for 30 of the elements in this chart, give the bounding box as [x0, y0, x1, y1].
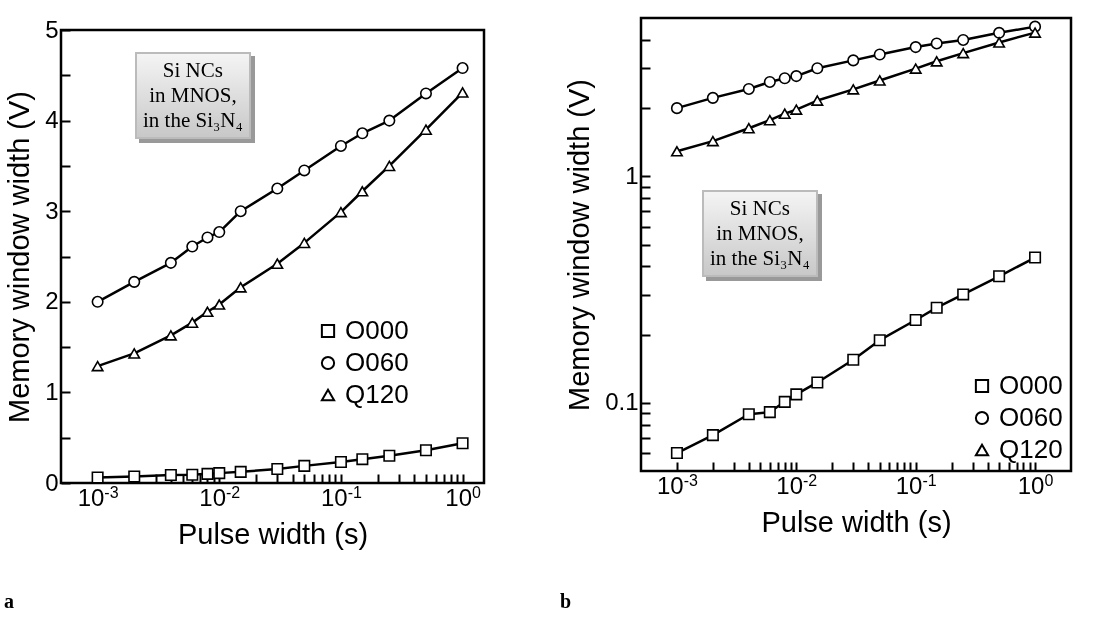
legend-label: Q120: [999, 434, 1063, 464]
legend-label: Q120: [345, 379, 409, 409]
legend-label: O060: [999, 402, 1063, 432]
y-axis-title: Memory window width (V): [3, 91, 36, 423]
y-tick-label: 5: [45, 15, 59, 43]
legend-label: O060: [345, 347, 409, 377]
x-tick-label: 10$^{-3}$: [656, 471, 698, 499]
y-tick-label: 0.1: [605, 388, 639, 416]
text: b: [560, 590, 572, 613]
x-tick-label: 10$^{-2}$: [776, 471, 818, 499]
x-tick-label: 10$^{-2}$: [199, 483, 241, 511]
legend-label: O000: [345, 315, 409, 345]
y-tick-label: 1: [45, 377, 59, 405]
y-tick-label: 0: [45, 468, 59, 496]
x-axis-title: Pulse width (s): [761, 505, 952, 538]
x-tick-label: 10$^{-1}$: [895, 471, 937, 499]
x-tick-label: 10$^{-1}$: [320, 483, 362, 511]
legend-label: O000: [999, 370, 1063, 400]
y-tick-label: 3: [45, 196, 59, 224]
annotation: Si NCs in MNOS, in the Si₃N₄: [135, 52, 251, 139]
x-axis-title: Pulse width (s): [177, 517, 369, 550]
x-tick-label: 10$^{0}$: [445, 483, 481, 511]
y-tick-label: 2: [45, 287, 59, 315]
y-axis-title: Memory window width (V): [563, 79, 596, 411]
x-tick-label: 10$^{0}$: [1017, 471, 1054, 499]
y-tick-label: 4: [45, 106, 59, 134]
x-tick-label: 10$^{-3}$: [77, 483, 119, 511]
annotation: Si NCs in MNOS, in the Si₃N₄: [702, 190, 818, 277]
text: a: [4, 590, 14, 613]
y-tick-label: 1: [625, 161, 639, 189]
